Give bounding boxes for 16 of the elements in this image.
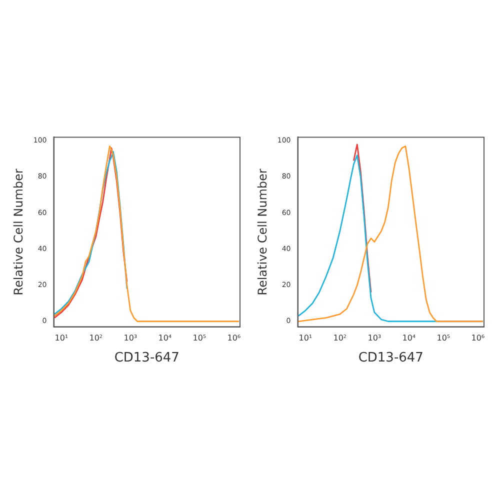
- x-tick-label: 10⁶: [227, 334, 241, 343]
- y-axis-title: Relative Cell Number: [11, 168, 26, 296]
- x-axis-title: CD13-647: [358, 350, 424, 366]
- x-axis-title: CD13-647: [114, 350, 180, 366]
- x-tick-label: 10¹: [54, 334, 68, 343]
- x-tick-label: 10⁴: [158, 334, 172, 343]
- x-tick-label: 10⁶: [471, 334, 485, 343]
- x-tick-label: 10³: [124, 334, 138, 343]
- x-tick-label: 10³: [368, 334, 382, 343]
- x-tick-label: 10²: [89, 334, 103, 343]
- y-axis-title: Relative Cell Number: [255, 168, 270, 296]
- x-tick-label: 10¹: [298, 334, 312, 343]
- x-tick-label: 10⁵: [436, 334, 450, 343]
- x-tick-label: 10⁴: [402, 334, 416, 343]
- x-tick-label: 10²: [333, 334, 347, 343]
- x-tick-label: 10⁵: [192, 334, 206, 343]
